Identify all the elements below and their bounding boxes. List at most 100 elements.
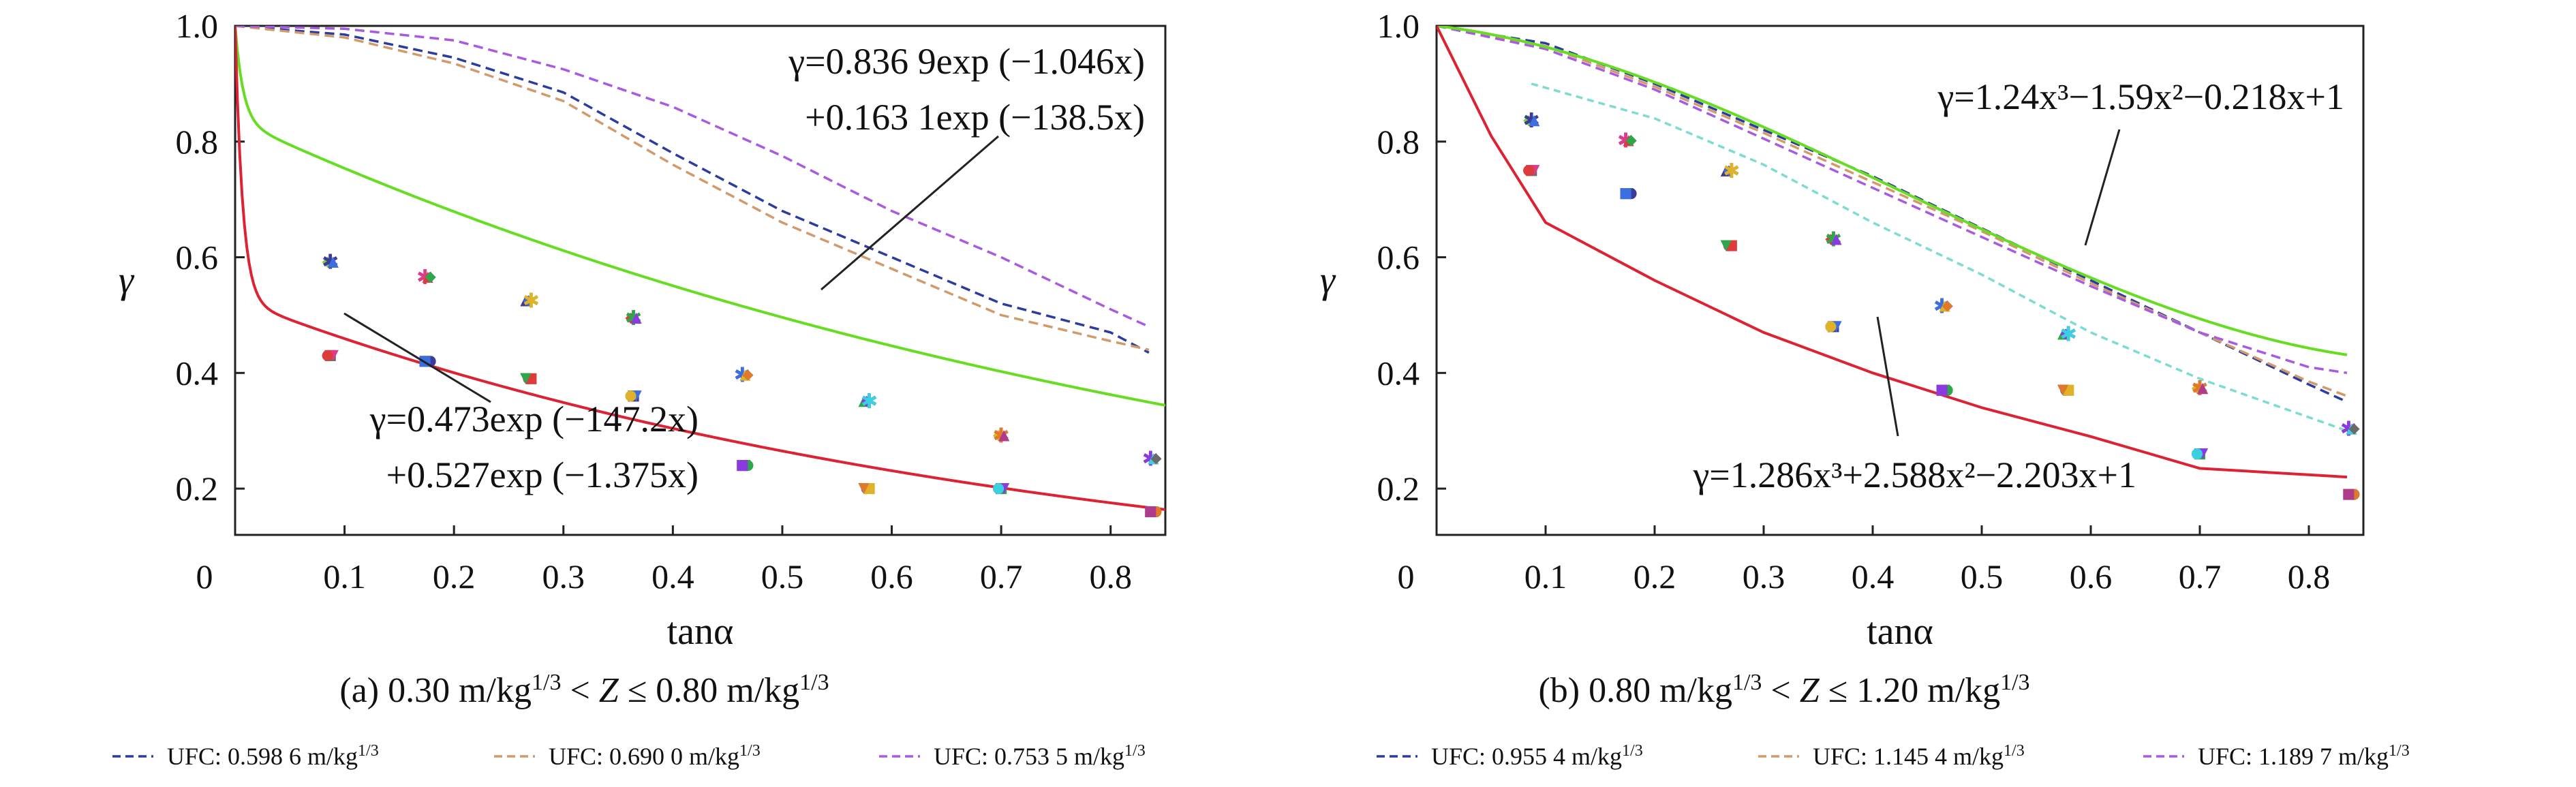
caption-sup2: 1/3	[2000, 670, 2029, 695]
x-tick-label: 0.3	[542, 557, 585, 596]
legend-label: UFC: 0.690 0 m/kg1/3	[549, 742, 761, 770]
ufc-dashed-line	[235, 26, 1150, 354]
cyan-dashed-fit	[1531, 82, 2348, 432]
scatter-marker: ✱	[2060, 324, 2077, 346]
legend-label-text: UFC: 1.189 7 m/kg	[2198, 743, 2389, 770]
scatter-marker	[1150, 453, 1162, 465]
x-tick-label: 0.6	[870, 557, 913, 596]
scatter-marker	[1145, 506, 1156, 518]
y-tick-label: 0.6	[176, 238, 219, 277]
scatter-marker	[322, 350, 333, 361]
legend-label-sup: 1/3	[739, 742, 761, 760]
equation-leader-line	[821, 135, 999, 291]
x-tick-label: 0	[1398, 557, 1415, 596]
legend-label: UFC: 0.753 5 m/kg1/3	[934, 742, 1146, 770]
caption-z: Z	[599, 671, 619, 710]
plot-area: ✱✱✱✱✱✱✱✱✱✱✱✱✱✱✱✱✱✱	[235, 26, 1165, 518]
scatter-marker	[425, 271, 436, 283]
x-tick-label: 0.6	[2070, 557, 2113, 596]
scatter-marker	[861, 396, 872, 407]
caption-main: (a) 0.30 m/kg	[339, 671, 532, 710]
legend-label-text: UFC: 0.690 0 m/kg	[549, 743, 739, 770]
scatter-marker	[630, 313, 642, 324]
fit-equation-line: +0.527exp (−1.375x)	[386, 454, 699, 495]
scatter-marker: ✱	[1723, 160, 1740, 183]
scatter-marker: ✱	[523, 290, 540, 313]
legend-label: UFC: 1.189 7 m/kg1/3	[2198, 742, 2410, 770]
legend-label-sup: 1/3	[1124, 742, 1146, 760]
x-tick-label: 0.4	[651, 557, 694, 596]
scatter-marker	[1936, 384, 1948, 396]
scatter-marker	[1830, 234, 1842, 245]
caption-mid: <	[561, 671, 598, 710]
scatter-marker	[998, 430, 1010, 442]
scatter-marker	[2348, 423, 2360, 435]
legend: UFC: 0.598 6 m/kg1/3 UFC: 0.690 0 m/kg1/3…	[112, 742, 2410, 770]
x-tick-label: 0.8	[2288, 557, 2331, 596]
x-tick-label: 0.5	[761, 557, 804, 596]
caption-sup2: 1/3	[799, 670, 829, 695]
ufc-dashed-line	[1437, 26, 2348, 397]
x-tick-label: 0.1	[1524, 557, 1567, 596]
scatter-marker	[742, 369, 754, 381]
caption-sup1: 1/3	[1732, 670, 1762, 695]
scatter-marker	[1942, 300, 1953, 312]
y-tick-label: 0.8	[176, 123, 219, 161]
legend-label-text: UFC: 1.145 4 m/kg	[1813, 743, 2004, 770]
x-tick-label: 0.7	[2179, 557, 2222, 596]
legend-label: UFC: 0.598 6 m/kg1/3	[167, 742, 379, 770]
legend-label-sup: 1/3	[2389, 742, 2410, 760]
scatter-marker: ✱	[861, 390, 878, 413]
lower-fit-curve	[235, 26, 1165, 511]
ufc-dashed-line	[1437, 26, 2348, 375]
y-tick-label: 1.0	[1377, 7, 1420, 45]
x-tick-label: 0.2	[433, 557, 476, 596]
equation-leader-line	[343, 312, 491, 403]
fit-equation-line: γ=1.286x³+2.588x²−2.203x+1	[1692, 454, 2136, 495]
x-axis-title: tanα	[1867, 611, 1933, 653]
x-tick-label: 0.8	[1089, 557, 1132, 596]
scatter-marker	[1625, 135, 1637, 146]
caption-sup1: 1/3	[532, 670, 561, 695]
panel-caption: (b) 0.80 m/kg1/3 < Z ≤ 1.20 m/kg1/3	[1538, 670, 2029, 711]
y-tick-label: 0.4	[176, 354, 219, 392]
scatter-marker	[858, 483, 870, 495]
legend-label-sup: 1/3	[358, 742, 379, 760]
scatter-marker	[2197, 383, 2208, 395]
scatter-marker	[1523, 165, 1535, 176]
plot-area: ✱✱✱✱✱✱✱✱✱✱✱✱✱✱✱✱✱✱	[1437, 26, 2360, 500]
panel-b: 0 0.1 0.2 0.3 0.4 0.5 0.6 0.7 0.8 0.2 0.4 0.6 0.8 1.0…	[1320, 7, 2365, 711]
legend-label-sup: 1/3	[2004, 742, 2025, 760]
ufc-dashed-line	[235, 26, 1150, 352]
panel-caption: (a) 0.30 m/kg1/3 < Z ≤ 0.80 m/kg1/3	[339, 670, 829, 711]
plot-frame	[234, 25, 1167, 536]
caption-le: ≤ 0.80 m/kg	[619, 671, 799, 710]
fit-equation-line: γ=1.24x³−1.59x²−0.218x+1	[1937, 76, 2344, 117]
legend-label-text: UFC: 0.598 6 m/kg	[167, 743, 358, 770]
ufc-dashed-line	[235, 26, 1150, 328]
equation-leader-line	[2084, 129, 2121, 246]
scatter-marker	[993, 483, 1005, 495]
fit-equation-line: γ=0.473exp (−147.2x)	[369, 399, 699, 439]
lower-fit-curve	[1437, 26, 2348, 479]
legend-label-text: UFC: 0.955 4 m/kg	[1431, 743, 1622, 770]
legend-label: UFC: 1.145 4 m/kg1/3	[1813, 742, 2025, 770]
caption-le: ≤ 1.20 m/kg	[1820, 671, 2000, 710]
caption-z: Z	[1800, 671, 1820, 710]
scatter-marker	[1529, 115, 1540, 127]
y-axis-title: γ	[1320, 260, 1336, 302]
scatter-marker	[2192, 448, 2203, 460]
x-tick-label: 0.1	[323, 557, 366, 596]
x-tick-label: 0	[196, 557, 213, 596]
y-tick-label: 0.2	[176, 469, 219, 508]
y-tick-label: 0.6	[1377, 238, 1420, 277]
y-axis-title: γ	[119, 260, 135, 302]
x-tick-label: 0.5	[1961, 557, 2004, 596]
scatter-marker	[2060, 328, 2072, 340]
legend-label-text: UFC: 0.753 5 m/kg	[934, 743, 1124, 770]
upper-fit-curve	[235, 26, 1165, 407]
scatter-marker	[520, 373, 532, 384]
y-tick-label: 1.0	[176, 7, 219, 45]
scatter-marker	[1723, 165, 1734, 176]
